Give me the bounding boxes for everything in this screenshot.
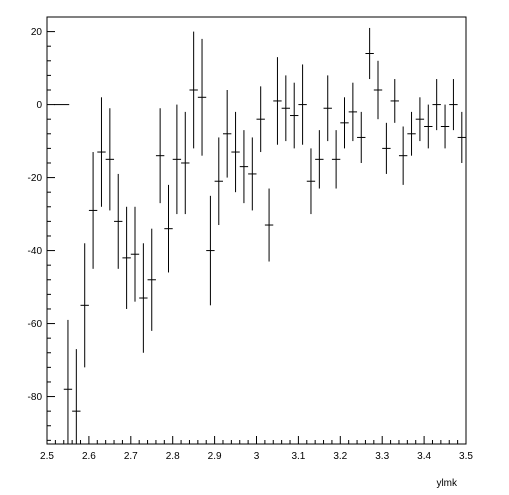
- data-point: [88, 152, 98, 269]
- data-point: [440, 104, 450, 149]
- data-points: [54, 27, 466, 444]
- data-point: [214, 137, 223, 226]
- data-point: [457, 111, 466, 163]
- y-tick-label: 20: [31, 27, 43, 38]
- data-point: [382, 122, 391, 174]
- data-point: [290, 82, 299, 149]
- data-point: [365, 27, 374, 80]
- data-point: [281, 75, 291, 142]
- data-point: [147, 228, 156, 331]
- x-tick-label: 2.7: [124, 451, 138, 462]
- data-point: [155, 108, 165, 204]
- x-tick-label: 2.9: [208, 451, 222, 462]
- data-point: [231, 111, 240, 193]
- x-tick-label: 3: [254, 451, 260, 462]
- data-point: [398, 126, 408, 185]
- y-tick-label: -60: [28, 319, 43, 330]
- data-point: [105, 108, 115, 211]
- x-tick-label: 2.5: [40, 451, 54, 462]
- data-point: [197, 38, 207, 156]
- data-point: [122, 206, 131, 309]
- y-tick-label: -20: [28, 173, 43, 184]
- data-point: [239, 130, 249, 204]
- data-point: [164, 184, 173, 273]
- data-point: [306, 148, 316, 215]
- data-point: [264, 188, 274, 262]
- x-axis: 2.5 2.6 2.7 2.8 2.9 3 3.1 3.2 3.3 3.4 3.5: [40, 436, 473, 462]
- y-tick-label: -80: [28, 392, 43, 403]
- data-point: [390, 79, 399, 123]
- data-point: [407, 111, 416, 156]
- data-point: [72, 349, 81, 444]
- y-tick-label: 0: [36, 100, 42, 111]
- data-point: [130, 206, 140, 302]
- data-point: [424, 104, 433, 149]
- data-point: [298, 64, 307, 145]
- data-point: [415, 97, 425, 142]
- x-tick-label: 3.1: [291, 451, 305, 462]
- data-point: [97, 97, 106, 207]
- data-point: [114, 173, 123, 269]
- data-point: [273, 57, 282, 145]
- data-point: [323, 75, 332, 142]
- data-point: [206, 195, 215, 306]
- x-tick-label: 2.8: [166, 451, 180, 462]
- data-point: [172, 104, 182, 215]
- data-point: [248, 137, 257, 211]
- data-point: [256, 86, 265, 153]
- data-point: [373, 60, 383, 120]
- x-tick-label: 3.2: [333, 451, 347, 462]
- data-point: [348, 82, 358, 142]
- data-point: [63, 319, 73, 444]
- data-point: [340, 97, 349, 149]
- plot-area-frame: [46, 16, 467, 445]
- data-point: [80, 243, 89, 368]
- data-point: [181, 111, 190, 215]
- x-tick-label: 3.4: [417, 451, 431, 462]
- data-point: [139, 243, 148, 353]
- x-axis-label: ylmk: [436, 478, 458, 489]
- x-tick-label: 2.6: [82, 451, 96, 462]
- data-point: [222, 89, 232, 178]
- y-tick-label: -40: [28, 246, 43, 257]
- data-point: [315, 130, 324, 189]
- y-axis: 20 0 -20 -40 -60 -80: [28, 16, 55, 441]
- x-tick-label: 3.5: [459, 451, 473, 462]
- data-point: [357, 111, 366, 163]
- data-point: [449, 79, 458, 131]
- x-tick-label: 3.3: [375, 451, 389, 462]
- data-point: [189, 31, 198, 149]
- data-point: [331, 130, 341, 189]
- data-point: [432, 79, 441, 131]
